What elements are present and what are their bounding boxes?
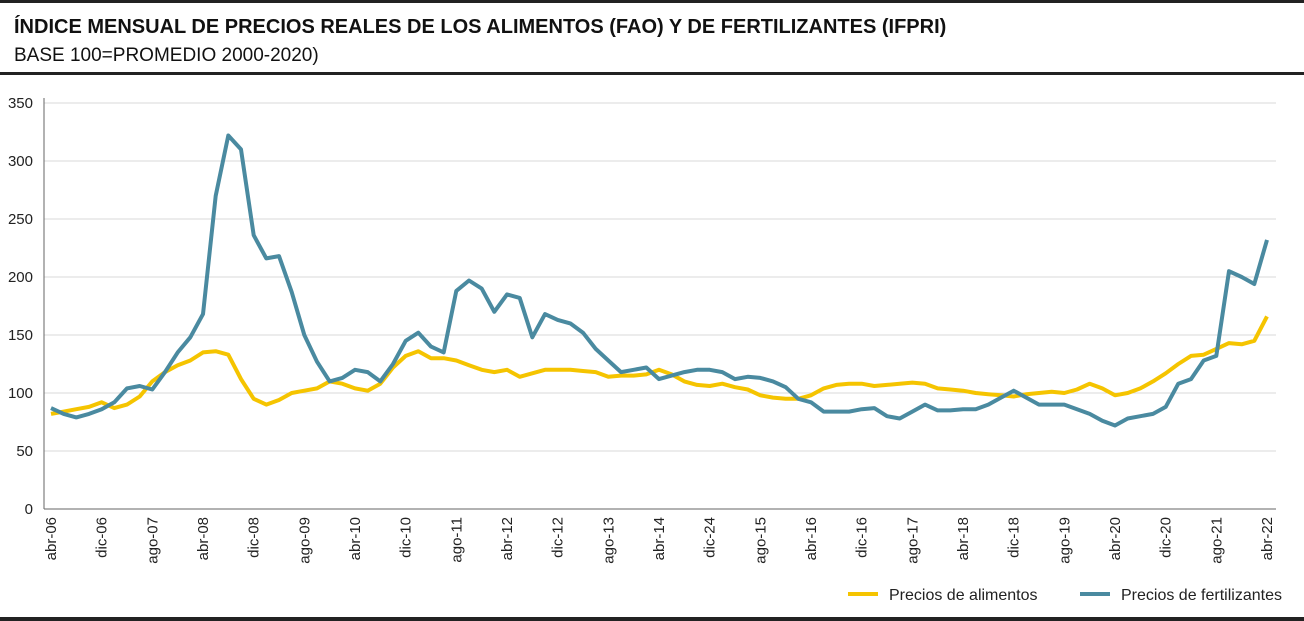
- y-tick-label: 300: [8, 153, 33, 170]
- header-rule: [0, 72, 1304, 75]
- x-tick-label: ago-19: [1056, 517, 1073, 564]
- x-tick-label: ago-15: [752, 517, 769, 564]
- x-tick-label: dic-24: [702, 517, 719, 558]
- x-tick-label: abr-14: [651, 517, 668, 560]
- x-tick-label: abr-16: [803, 517, 820, 560]
- x-tick-label: ago-11: [448, 517, 465, 563]
- x-tick-label: ago-07: [144, 517, 161, 564]
- x-tick-label: dic-16: [854, 517, 871, 558]
- data-line: [50, 315, 1269, 416]
- x-tick-label: ago-09: [296, 517, 313, 564]
- x-tick-label: dic-06: [94, 517, 111, 558]
- legend-label: Precios de fertilizantes: [1121, 587, 1282, 604]
- y-tick-label: 100: [8, 385, 33, 402]
- x-tick-label: abr-18: [955, 517, 972, 560]
- legend-label: Precios de alimentos: [889, 587, 1038, 604]
- y-tick-label: 150: [8, 327, 33, 344]
- x-tick-label: dic-10: [398, 517, 415, 558]
- x-tick-label: abr-20: [1107, 517, 1124, 560]
- chart-title: ÍNDICE MENSUAL DE PRECIOS REALES DE LOS …: [14, 15, 946, 38]
- x-tick-label: ago-17: [904, 517, 921, 564]
- x-tick-label: abr-10: [347, 517, 364, 560]
- x-tick-label: ago-21: [1208, 517, 1225, 564]
- y-tick-label: 0: [25, 501, 33, 518]
- y-tick-label: 250: [8, 211, 33, 228]
- y-tick-label: 200: [8, 269, 33, 286]
- data-line: [50, 133, 1269, 428]
- x-tick-label: ago-13: [600, 517, 617, 564]
- chart-subtitle: BASE 100=PROMEDIO 2000-2020): [14, 45, 319, 66]
- bottom-rule: [0, 617, 1304, 621]
- x-tick-label: dic-12: [550, 517, 567, 558]
- y-tick-label: 50: [16, 443, 33, 460]
- x-tick-label: dic-08: [246, 517, 263, 558]
- x-tick-label: dic-20: [1158, 517, 1175, 558]
- x-tick-label: dic-18: [1006, 517, 1023, 558]
- x-tick-label: abr-08: [195, 517, 212, 560]
- y-tick-label: 350: [8, 95, 33, 112]
- top-rule: [0, 0, 1304, 3]
- x-tick-label: abr-22: [1259, 517, 1276, 560]
- x-tick-label: abr-12: [499, 517, 516, 560]
- x-tick-label: abr-06: [43, 517, 60, 560]
